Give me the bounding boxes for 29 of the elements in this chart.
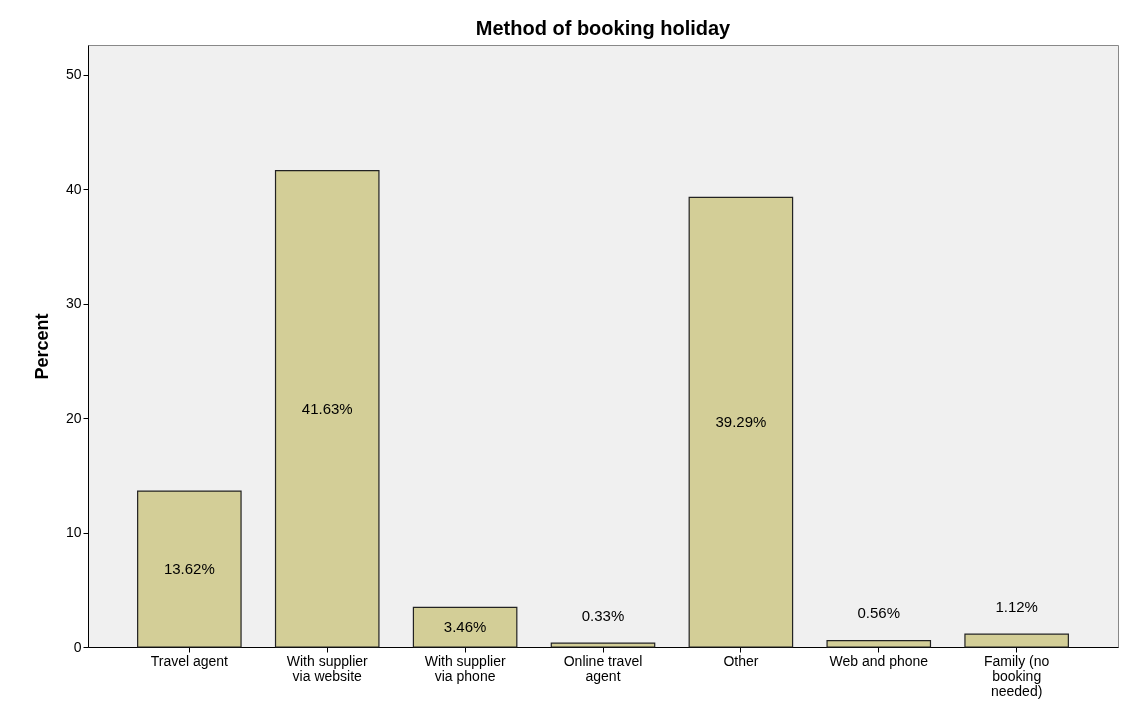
y-tick-label: 20 (65, 409, 82, 426)
data-label: 0.56% (857, 604, 901, 622)
x-tick-label: Web and phone (829, 652, 929, 669)
data-label: 41.63% (301, 399, 353, 417)
y-tick-label: 40 (65, 180, 82, 197)
y-tick-label: 10 (65, 524, 82, 541)
x-tick-label: With supplier via phone (424, 652, 506, 684)
bar (274, 169, 380, 648)
y-tick-label: 0 (73, 638, 82, 655)
y-tick-label: 50 (65, 66, 82, 83)
x-tick-label: Travel agent (150, 652, 229, 669)
bar (412, 606, 518, 648)
y-tick-label: 30 (65, 295, 82, 312)
chart-title: Method of booking holiday (475, 17, 732, 39)
data-label: 1.12% (995, 597, 1038, 615)
x-tick-label: Online travel agent (563, 652, 643, 684)
x-tick-label: With supplier via website (286, 652, 369, 684)
bar (688, 196, 794, 648)
y-axis-title: Percent (31, 313, 52, 380)
bar (964, 633, 1069, 648)
x-tick-label: Other (723, 652, 759, 669)
data-label: 13.62% (163, 560, 215, 578)
bar (137, 490, 242, 648)
data-label: 0.33% (581, 606, 625, 624)
x-tick-label: Family (no booking needed) (983, 652, 1050, 699)
data-label: 3.46% (443, 618, 487, 636)
data-label: 39.29% (715, 413, 767, 431)
bar (826, 639, 932, 648)
bar (550, 642, 656, 648)
